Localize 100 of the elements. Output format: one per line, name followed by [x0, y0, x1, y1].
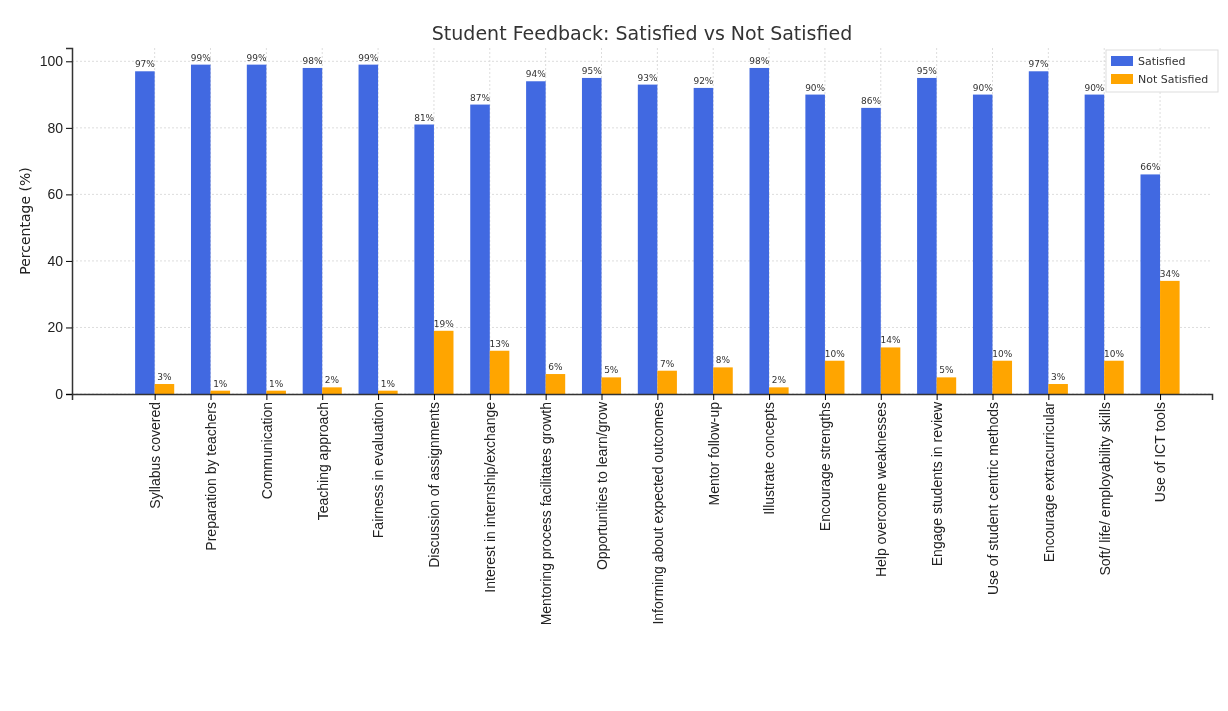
bar	[880, 347, 901, 394]
x-tick-label: Soft/ life/ employability skills	[1096, 402, 1113, 576]
data-label: 7%	[659, 358, 675, 369]
data-label: 13%	[489, 338, 511, 349]
legend-label: Satisfied	[1138, 55, 1186, 68]
bar	[936, 377, 957, 394]
bar	[713, 367, 733, 394]
bar	[358, 64, 379, 394]
x-tick-label: Fairness in evaluation	[370, 402, 387, 539]
bar	[992, 360, 1013, 394]
bar	[824, 360, 845, 394]
bar	[581, 77, 602, 394]
bar	[1140, 174, 1161, 394]
data-label: 92%	[693, 75, 714, 86]
bar	[322, 387, 342, 394]
bar	[972, 94, 993, 394]
data-label: 90%	[972, 82, 994, 93]
bar	[1028, 71, 1049, 394]
x-tick-label: Engage students in review	[929, 401, 946, 567]
y-tick-label: 20	[47, 319, 64, 336]
data-label: 99%	[358, 52, 379, 63]
data-label: 5%	[939, 365, 954, 376]
bar	[693, 87, 714, 394]
bar	[545, 374, 566, 394]
data-label: 95%	[581, 65, 603, 76]
bar	[378, 390, 398, 394]
x-tick-label: Interest in internship/exchange	[482, 401, 499, 593]
data-label: 34%	[1159, 268, 1181, 279]
bar	[637, 84, 658, 394]
data-label: 5%	[604, 365, 619, 376]
bar	[433, 330, 454, 394]
data-label: 99%	[190, 52, 212, 63]
data-label: 2%	[324, 375, 340, 386]
data-label: 87%	[470, 92, 491, 103]
y-tick-label: 40	[47, 252, 64, 269]
y-tick-label: 80	[47, 119, 64, 136]
bar	[805, 94, 825, 394]
data-label: 95%	[916, 65, 938, 76]
data-label: 90%	[1084, 82, 1105, 93]
bar	[266, 390, 286, 394]
bar	[470, 104, 490, 394]
x-tick-label: Encourage extracurricular	[1040, 401, 1057, 563]
x-tick-label: Communication	[258, 402, 275, 500]
data-label: 10%	[1103, 348, 1125, 359]
bar	[154, 384, 175, 394]
x-tick-label: Opportunities to learn/grow	[593, 401, 610, 571]
y-axis-title: Percentage (%)	[17, 167, 33, 275]
bar	[302, 67, 323, 394]
data-label: 97%	[134, 59, 156, 70]
x-tick-label: Encourage strengths	[817, 402, 834, 532]
data-label: 98%	[749, 55, 770, 66]
data-label: 98%	[302, 55, 323, 66]
data-label: 1%	[213, 378, 228, 389]
bar	[1104, 360, 1124, 394]
data-label: 2%	[771, 375, 787, 386]
x-tick-label: Teaching approach	[314, 402, 331, 521]
x-tick-label: Help overcome weaknesses	[873, 402, 890, 578]
data-label: 10%	[992, 348, 1013, 359]
x-tick-label: Discussion of assignments	[426, 402, 443, 568]
x-tick-label: Mentor follow-up	[705, 401, 722, 506]
x-tick-label: Use of ICT tools	[1152, 402, 1169, 503]
data-label: 93%	[637, 72, 659, 83]
bar	[601, 377, 622, 394]
x-tick-label: Syllabus covered	[147, 402, 164, 509]
data-label: 94%	[525, 69, 547, 80]
bar	[749, 67, 770, 394]
data-label: 97%	[1028, 59, 1050, 70]
bar	[414, 124, 434, 394]
bar	[769, 387, 789, 394]
data-label: 1%	[380, 378, 396, 389]
bar	[1160, 280, 1180, 394]
data-label: 66%	[1140, 162, 1161, 173]
data-label: 8%	[715, 355, 731, 366]
chart-title: Student Feedback: Satisfied vs Not Satisfied	[431, 22, 853, 44]
bar	[1084, 94, 1105, 394]
bar	[526, 81, 546, 394]
data-label: 10%	[824, 348, 846, 359]
data-label: 99%	[246, 52, 268, 63]
bar	[861, 107, 881, 394]
data-label: 3%	[1050, 372, 1066, 383]
x-tick-label: Use of student centric methods	[984, 402, 1001, 595]
x-tick-label: Illustrate concepts	[761, 402, 778, 515]
bar	[190, 64, 211, 394]
legend-label: Not Satisfied	[1138, 73, 1209, 86]
bar	[657, 370, 677, 394]
y-tick-label: 100	[39, 53, 64, 70]
x-tick-label: Mentoring process facilitates growth	[538, 402, 555, 626]
bar	[917, 77, 937, 394]
data-label: 3%	[157, 372, 173, 383]
data-label: 6%	[548, 362, 564, 373]
x-tick-label: Preparation by teachers	[202, 402, 219, 551]
data-label: 86%	[861, 95, 882, 106]
bar	[135, 71, 155, 394]
y-tick-label: 60	[47, 186, 64, 203]
x-tick-label: Informing about expected outcomes	[649, 402, 666, 625]
data-label: 1%	[269, 378, 284, 389]
bar	[246, 64, 267, 394]
data-label: 19%	[433, 318, 455, 329]
y-tick-label: 0	[55, 385, 64, 402]
bar	[489, 350, 510, 394]
